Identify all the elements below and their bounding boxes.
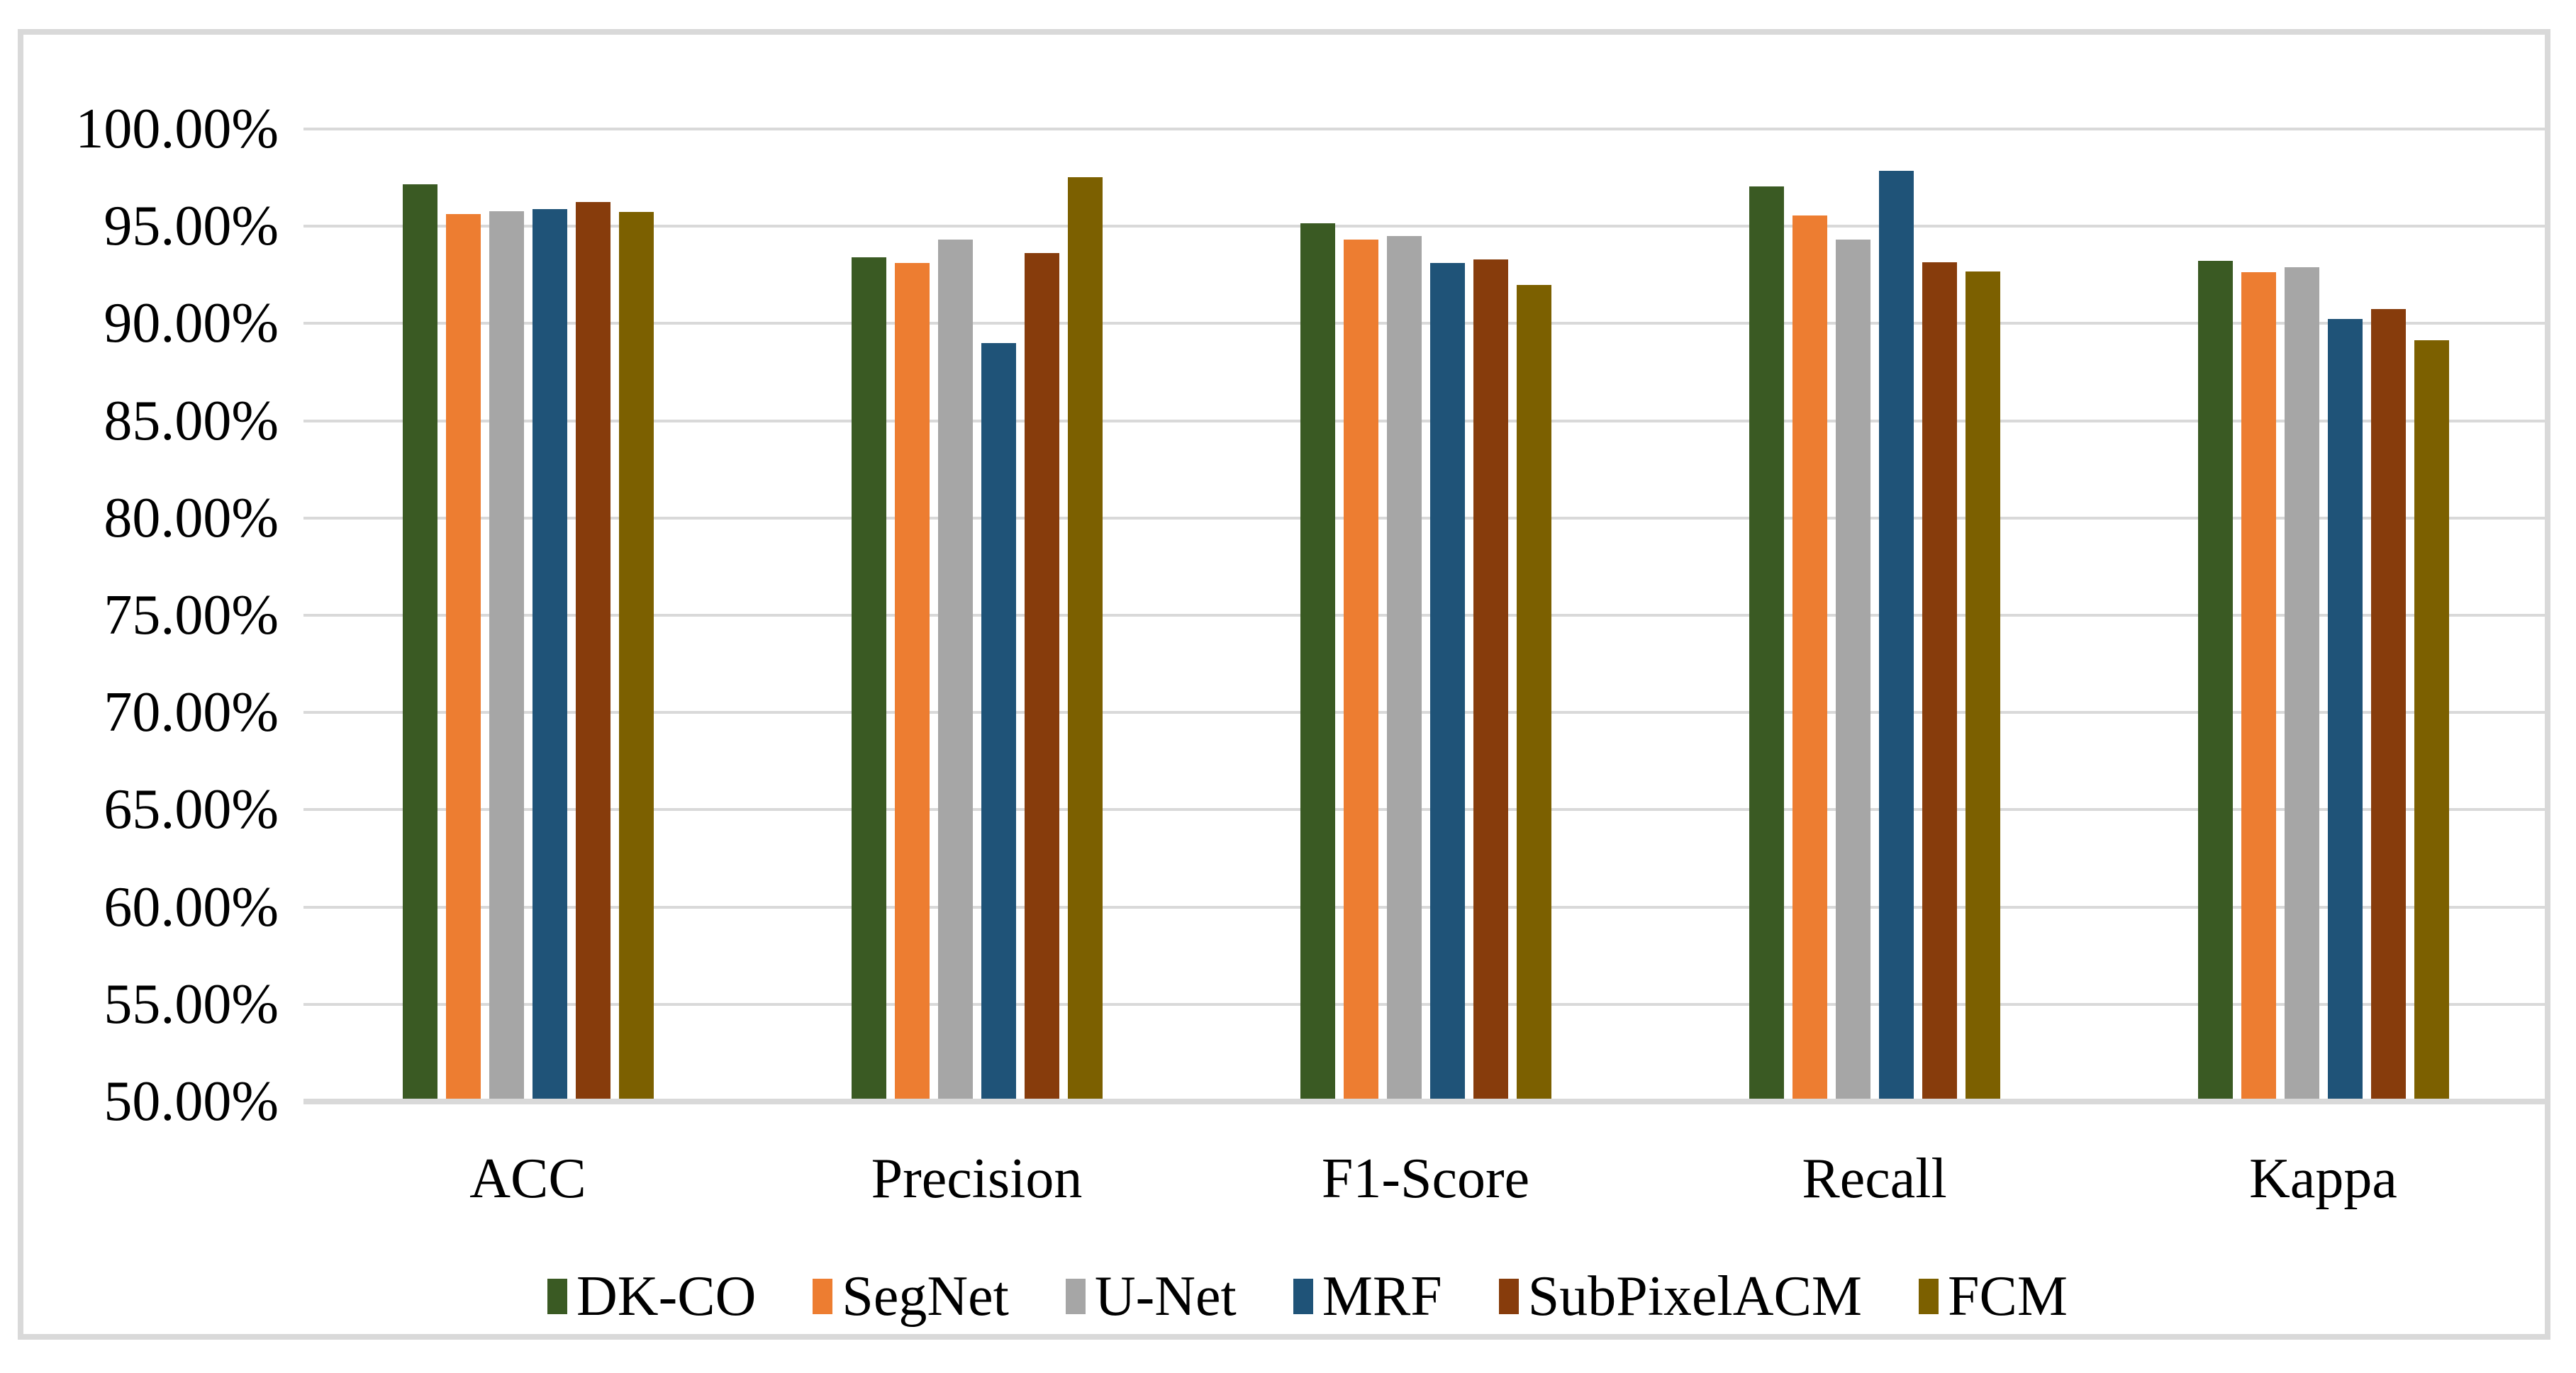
legend-item-subpixelacm: SubPixelACM: [1498, 1262, 1862, 1330]
legend-label: SubPixelACM: [1527, 1265, 1862, 1328]
gridline: [303, 128, 2548, 130]
bar-group-precision: [752, 129, 1201, 1102]
bar-dk-co: [1749, 186, 1784, 1102]
bar-group-recall: [1650, 129, 2099, 1102]
x-axis-labels: ACC Precision F1-Score Recall Kappa: [303, 1146, 2548, 1211]
legend-item-mrf: MRF: [1293, 1262, 1442, 1330]
bar-fcm: [2414, 340, 2449, 1102]
y-axis: 100.00% 95.00% 90.00% 85.00% 80.00% 75.00% 70.…: [23, 101, 279, 1130]
legend-swatch-icon: [547, 1279, 568, 1314]
y-axis-tick-label: 60.00%: [104, 875, 279, 938]
legend-item-fcm: FCM: [1918, 1262, 2068, 1330]
y-axis-tick-label: 80.00%: [104, 486, 279, 549]
bar-dk-co: [402, 184, 437, 1102]
gridline: [303, 419, 2548, 422]
bar-subpixelacm: [1473, 259, 1508, 1102]
y-axis-tick-label: 90.00%: [104, 292, 279, 355]
legend-swatch-icon: [1918, 1279, 1939, 1314]
bar-fcm: [1965, 271, 2000, 1102]
legend-swatch-icon: [1293, 1279, 1313, 1314]
bar-segnet: [1343, 239, 1378, 1102]
legend-swatch-icon: [1065, 1279, 1086, 1314]
bar-subpixelacm: [575, 201, 610, 1102]
bar-group-kappa: [2099, 129, 2548, 1102]
gridlines: [303, 128, 2548, 1102]
bar-u-net: [1386, 236, 1422, 1102]
bar-mrf: [2327, 319, 2363, 1102]
bar-mrf: [1429, 263, 1465, 1102]
bar-subpixelacm: [2370, 309, 2406, 1102]
gridline: [303, 516, 2548, 520]
bar-fcm: [1516, 284, 1551, 1102]
legend-swatch-icon: [813, 1279, 833, 1314]
legend-label: DK-CO: [576, 1265, 757, 1328]
bar-u-net: [489, 211, 524, 1102]
gridline: [303, 1002, 2548, 1006]
bar-group-f1-score: [1201, 129, 1650, 1102]
bar-segnet: [445, 213, 481, 1102]
bar-dk-co: [1300, 223, 1335, 1102]
legend-swatch-icon: [1498, 1279, 1519, 1314]
bar-subpixelacm: [1922, 262, 1957, 1102]
gridline: [303, 711, 2548, 714]
y-axis-tick-label: 55.00%: [104, 973, 279, 1036]
plot-area: [303, 128, 2548, 1104]
y-axis-tick-label: 100.00%: [75, 98, 279, 160]
y-axis-tick-label: 50.00%: [104, 1070, 279, 1133]
x-axis-line: [303, 1099, 2548, 1104]
bar-mrf: [1878, 171, 1914, 1102]
y-axis-tick-label: 85.00%: [104, 389, 279, 452]
x-axis-label-recall: Recall: [1802, 1148, 1947, 1210]
x-axis-label-precision: Precision: [871, 1148, 1083, 1210]
bar-dk-co: [851, 257, 886, 1102]
bar-mrf: [981, 342, 1016, 1102]
bar-u-net: [2284, 267, 2319, 1102]
bar-segnet: [2241, 271, 2276, 1102]
chart-frame: 100.00% 95.00% 90.00% 85.00% 80.00% 75.00% 70.…: [18, 29, 2550, 1340]
legend-label: SegNet: [842, 1265, 1009, 1328]
legend-label: FCM: [1947, 1265, 2068, 1328]
bar-segnet: [1792, 215, 1827, 1102]
bar-u-net: [937, 240, 973, 1102]
legend: DK-CO SegNet U-Net MRF SubPixelACM FCM: [47, 1262, 2568, 1330]
bar-u-net: [1835, 239, 1870, 1102]
legend-item-u-net: U-Net: [1065, 1262, 1237, 1330]
y-axis-tick-label: 70.00%: [104, 681, 279, 744]
legend-item-segnet: SegNet: [813, 1262, 1009, 1330]
gridline: [303, 905, 2548, 909]
legend-item-dk-co: DK-CO: [547, 1262, 756, 1330]
y-axis-tick-label: 65.00%: [104, 778, 279, 841]
gridline: [303, 322, 2548, 325]
gridline: [303, 225, 2548, 228]
x-axis-label-kappa: Kappa: [2249, 1148, 2397, 1210]
y-axis-tick-label: 95.00%: [104, 195, 279, 258]
gridline: [303, 808, 2548, 812]
bar-fcm: [618, 211, 654, 1102]
bar-subpixelacm: [1024, 253, 1059, 1102]
bar-dk-co: [2197, 261, 2233, 1102]
bar-fcm: [1067, 176, 1103, 1102]
bar-group-acc: [303, 129, 752, 1102]
legend-label: MRF: [1322, 1265, 1442, 1328]
x-axis-label-acc: ACC: [469, 1148, 586, 1210]
x-axis-label-f1-score: F1-Score: [1321, 1148, 1530, 1210]
gridline: [303, 614, 2548, 617]
y-axis-tick-label: 75.00%: [104, 584, 279, 646]
bar-mrf: [532, 208, 567, 1102]
bar-segnet: [894, 262, 930, 1102]
legend-label: U-Net: [1094, 1265, 1237, 1328]
bar-groups: [303, 129, 2548, 1102]
